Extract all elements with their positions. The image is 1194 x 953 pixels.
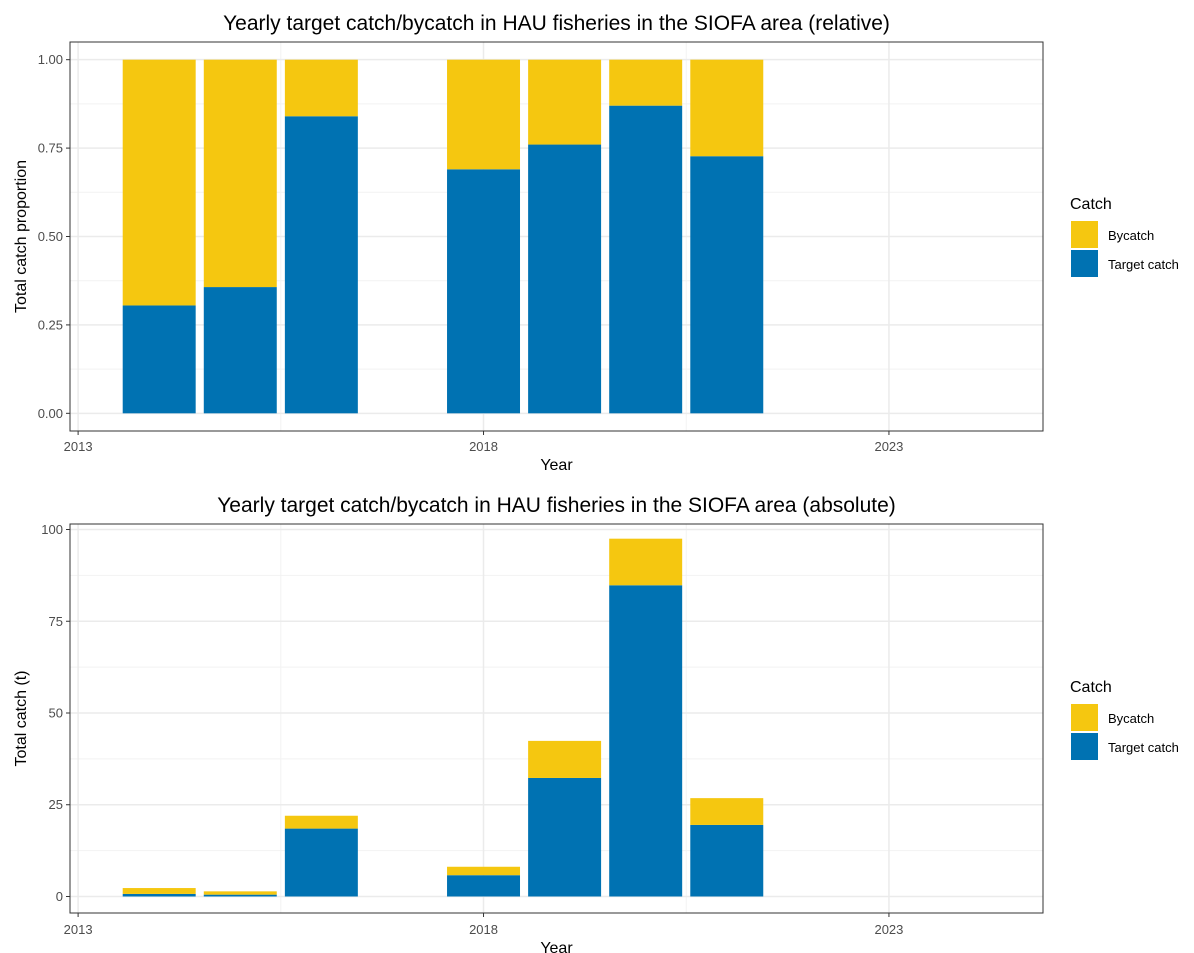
bar-target-catch <box>284 116 358 414</box>
y-tick-label: 0 <box>56 889 63 904</box>
bar-bycatch <box>284 815 358 829</box>
y-tick-label: 75 <box>49 614 63 629</box>
y-tick-label: 25 <box>49 797 63 812</box>
legend-title: Catch <box>1070 679 1112 696</box>
x-tick-label: 2023 <box>874 439 903 454</box>
legend-swatch-target-catch <box>1071 250 1098 277</box>
bar-bycatch <box>447 866 521 876</box>
y-tick-label: 0.00 <box>38 406 63 421</box>
bar-target-catch <box>690 824 764 897</box>
bar-target-catch <box>122 893 196 897</box>
x-axis-title: Year <box>540 457 573 474</box>
bar-bycatch <box>528 740 602 778</box>
legend-label-target-catch: Target catch <box>1108 740 1179 755</box>
bar-bycatch <box>690 59 764 157</box>
legend: Catch Bycatch Target catch <box>1070 679 1179 760</box>
bar-bycatch <box>609 538 683 586</box>
y-tick-label: 0.50 <box>38 229 63 244</box>
chart-title: Yearly target catch/bycatch in HAU fishe… <box>217 494 896 517</box>
legend-label-bycatch: Bycatch <box>1108 228 1154 243</box>
bar-target-catch <box>528 777 602 897</box>
bar-bycatch <box>609 59 683 106</box>
legend-swatch-bycatch <box>1071 221 1098 248</box>
bar-target-catch <box>690 156 764 414</box>
bar-target-catch <box>609 585 683 897</box>
bar-bycatch <box>690 798 764 825</box>
chart-panel-1: 0.00 0.25 0.50 0.75 1.00 2013 2018 2023 Yearly t… <box>13 12 1179 474</box>
y-tick-label: 0.25 <box>38 317 63 332</box>
bar-target-catch <box>284 828 358 897</box>
bar-target-catch <box>609 105 683 414</box>
bar-target-catch <box>447 169 521 414</box>
x-axis-title: Year <box>540 940 573 953</box>
x-tick-label: 2013 <box>64 922 93 937</box>
legend-label-target-catch: Target catch <box>1108 257 1179 272</box>
bar-bycatch <box>203 891 277 895</box>
bar-bycatch <box>122 888 196 894</box>
bar-bycatch <box>528 59 602 145</box>
bar-bycatch <box>284 59 358 117</box>
bar-target-catch <box>528 144 602 414</box>
y-axis-title: Total catch proportion <box>13 160 30 313</box>
x-tick-label: 2013 <box>64 439 93 454</box>
legend-label-bycatch: Bycatch <box>1108 711 1154 726</box>
bar-target-catch <box>447 875 521 897</box>
bar-bycatch <box>447 59 521 170</box>
y-tick-label: 1.00 <box>38 52 63 67</box>
legend-swatch-target-catch <box>1071 733 1098 760</box>
bar-target-catch <box>203 894 277 897</box>
y-tick-label: 0.75 <box>38 141 63 156</box>
x-tick-label: 2018 <box>469 439 498 454</box>
bar-bycatch <box>122 59 196 306</box>
bar-bycatch <box>203 59 277 288</box>
y-tick-label: 100 <box>41 522 63 537</box>
bar-target-catch <box>122 305 196 414</box>
legend-swatch-bycatch <box>1071 704 1098 731</box>
legend-title: Catch <box>1070 196 1112 213</box>
y-tick-label: 50 <box>49 705 63 720</box>
bar-target-catch <box>203 287 277 414</box>
chart-title: Yearly target catch/bycatch in HAU fishe… <box>223 12 890 35</box>
y-axis-title: Total catch (t) <box>13 670 30 766</box>
chart-panel-2: 0 25 50 75 100 2013 2018 2023 Yearly target catc… <box>13 494 1179 953</box>
x-tick-label: 2018 <box>469 922 498 937</box>
x-tick-label: 2023 <box>874 922 903 937</box>
legend: Catch Bycatch Target catch <box>1070 196 1179 277</box>
plot-border <box>69 523 1044 914</box>
